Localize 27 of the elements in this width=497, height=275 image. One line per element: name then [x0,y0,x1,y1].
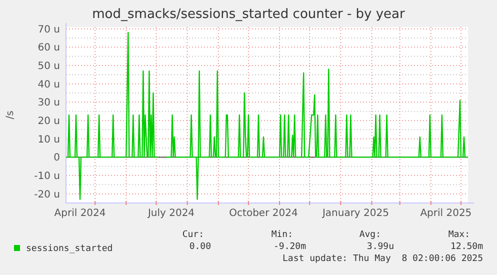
x-tick-label: April 2025 [420,208,472,219]
text: Avg: [359,230,381,240]
text: Max: [448,230,470,240]
y-tick-label: 50 u [38,61,60,72]
y-axis-title: /s [5,110,16,120]
text: 0.00 [189,242,211,252]
y-tick-label: 40 u [38,79,60,90]
y-tick-label: 10 u [38,134,60,146]
text: 12.50m [450,242,483,252]
y-tick-label: -20 u [34,189,60,200]
chart-title: mod_smacks/sessions_started counter - by year [92,7,406,22]
text: Min: [271,230,293,240]
text: -9.20m [273,242,306,252]
legend-label: sessions_started [26,244,113,254]
y-tick-label: -10 u [34,171,60,182]
y-tick-label: 0 [54,152,60,164]
y-tick-label: 70 u [38,24,60,36]
text: 3.99u [366,242,394,252]
y-tick-label: 30 u [38,98,60,109]
text: Last update: Thu May 8 02:00:06 2025 [282,254,483,264]
y-tick-label: 20 u [38,116,60,127]
x-tick-label: April 2024 [54,208,106,219]
x-tick-label: October 2024 [229,208,298,219]
x-tick-label: January 2025 [321,208,389,219]
text: Cur: [182,230,204,240]
x-tick-label: July 2024 [146,208,195,219]
y-tick-label: 60 u [38,42,60,54]
